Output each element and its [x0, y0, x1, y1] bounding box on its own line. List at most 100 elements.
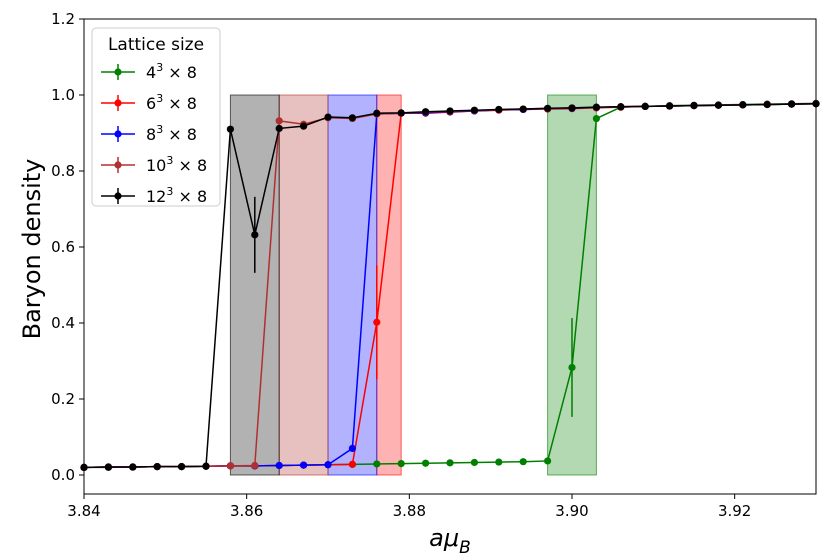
series-1-point — [592, 114, 601, 123]
y-axis-label: Baryon density — [18, 159, 46, 340]
plot-frame — [83, 18, 817, 495]
series-5-point — [251, 231, 259, 239]
series-1-point — [422, 459, 430, 467]
x-axis-label: aμB — [429, 524, 471, 557]
legend-entry-exponent: 3 — [166, 185, 173, 198]
series-5-point — [397, 109, 405, 117]
legend-entry-marker — [114, 68, 122, 76]
legend-entry-label: 83 × 8 — [146, 123, 197, 144]
legend-entry-exponent: 3 — [166, 154, 173, 167]
x-tick-label: 3.84 — [67, 502, 100, 520]
y-tick-label: 0.4 — [51, 314, 75, 332]
series-5-point — [617, 103, 625, 111]
x-tick-label: 3.88 — [393, 502, 426, 520]
legend-entry-marker — [114, 99, 122, 107]
series-5 — [80, 100, 820, 471]
series-3-point — [324, 461, 332, 469]
y-tick-label: 0.6 — [51, 238, 75, 256]
legend-entry-base: 8 — [146, 125, 156, 144]
transition-band-4 — [278, 94, 329, 476]
series-5-point — [788, 100, 796, 108]
transition-band-3 — [327, 94, 378, 476]
legend-entry-5: 123 × 8 — [101, 185, 207, 206]
legend-entry-exponent: 3 — [156, 61, 163, 74]
legend-entry-label: 123 × 8 — [146, 185, 207, 206]
legend-entry-exponent: 3 — [156, 123, 163, 136]
legend-entry-marker — [114, 130, 122, 138]
series-5-point — [568, 104, 576, 112]
x-tick-label: 3.92 — [718, 502, 751, 520]
series-5-point — [495, 105, 503, 114]
series-1-point — [397, 460, 405, 468]
legend-entry-2: 63 × 8 — [101, 92, 197, 113]
series-3-point — [300, 461, 308, 469]
series-5-point — [666, 102, 674, 110]
y-tick-label: 1.0 — [51, 86, 75, 104]
series-1-point — [495, 458, 503, 466]
legend-entry-label: 63 × 8 — [146, 92, 197, 113]
series-1-point — [544, 457, 552, 465]
series-1-point — [446, 459, 454, 467]
transition-bands — [229, 94, 597, 476]
legend-entry-base: 6 — [146, 94, 156, 113]
legend-entry-rest: × 8 — [173, 156, 207, 175]
legend-entry-marker — [114, 192, 122, 200]
legend-entry-rest: × 8 — [163, 125, 197, 144]
y-tick-label: 0.0 — [51, 466, 75, 484]
series-5-point — [129, 463, 137, 471]
series-4-point — [275, 117, 283, 125]
series-5-point — [763, 100, 771, 109]
legend-entry-base: 10 — [146, 156, 166, 175]
transition-band-1 — [547, 94, 597, 476]
legend-entry-rest: × 8 — [173, 187, 207, 206]
y-tick-label: 1.2 — [51, 10, 75, 28]
x-axis-label-sub: B — [459, 538, 471, 557]
series-3-point — [275, 461, 283, 470]
series-1-point — [568, 363, 576, 372]
series-2-point — [348, 460, 356, 468]
series-5-point — [373, 109, 381, 117]
series-5-point — [446, 107, 454, 115]
legend-entry-marker — [114, 161, 122, 169]
x-axis-label-main: aμ — [429, 524, 459, 552]
x-tick-label: 3.90 — [555, 502, 588, 520]
legend-entry-3: 83 × 8 — [101, 123, 197, 144]
series-5-point — [202, 462, 210, 470]
series-1-point — [470, 458, 478, 467]
series-5-point — [592, 103, 601, 111]
legend-entry-base: 12 — [146, 187, 166, 206]
legend-entry-rest: × 8 — [163, 63, 197, 82]
series-4-point — [251, 461, 259, 470]
series-1-point — [373, 460, 381, 468]
legend-entry-exponent: 3 — [156, 92, 163, 105]
series-2-point — [373, 318, 381, 326]
series-5-point — [300, 122, 308, 130]
series-5-point — [544, 104, 552, 112]
x-tick-label: 3.86 — [230, 502, 263, 520]
series-5-point — [104, 463, 112, 471]
transition-band-5 — [229, 94, 280, 476]
y-tick-label: 0.8 — [51, 162, 75, 180]
legend-entry-label: 43 × 8 — [146, 61, 197, 82]
y-tick-label: 0.2 — [51, 390, 75, 408]
axis-ticks: 3.84 3.86 3.88 3.90 3.92 0.0 0.2 0.4 0.6 0.8 1.0 1.… — [51, 10, 751, 520]
series-5-point — [275, 124, 283, 133]
series-5-point — [690, 102, 698, 110]
series-5-point — [470, 106, 478, 114]
legend-entry-1: 43 × 8 — [101, 61, 197, 82]
series-5-point — [324, 113, 332, 121]
series-5-point — [226, 125, 234, 133]
legend-entry-4: 103 × 8 — [101, 154, 207, 175]
series-1-point — [519, 458, 527, 466]
legend-title: Lattice size — [108, 35, 204, 55]
series-5-point — [714, 101, 723, 109]
series-5-point — [348, 114, 356, 122]
legend-entry-label: 103 × 8 — [146, 154, 207, 175]
series-5-point — [178, 463, 186, 471]
series-5-point — [153, 463, 161, 471]
series-3-point — [348, 444, 356, 452]
legend-entry-base: 4 — [146, 63, 156, 82]
